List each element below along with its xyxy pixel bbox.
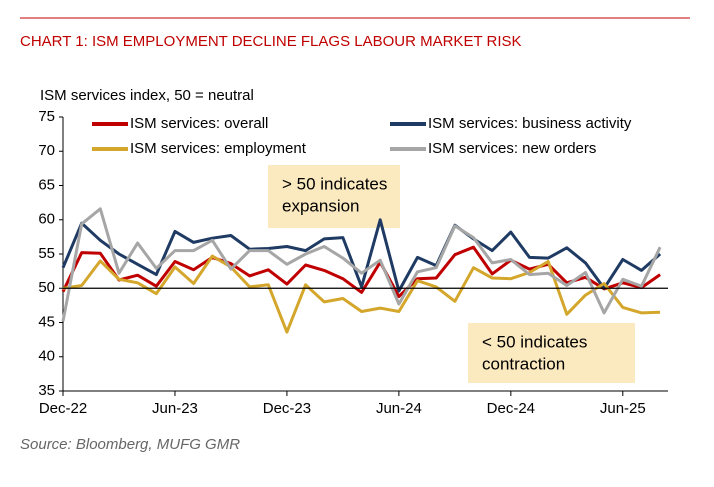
series-line <box>62 254 661 334</box>
source: Source: Bloomberg, MUFG GMR <box>20 436 240 453</box>
y-tick-label: 35 <box>38 382 55 399</box>
legend-label: ISM services: employment <box>130 140 307 157</box>
x-tick-label: Jun-23 <box>152 400 198 417</box>
x-tick-label: Dec-24 <box>487 400 535 417</box>
series-line <box>61 245 661 298</box>
x-tick-label: Dec-22 <box>39 400 87 417</box>
y-tick-label: 40 <box>38 348 55 365</box>
series-line <box>61 218 662 293</box>
series-line <box>61 207 662 322</box>
x-tick-label: Jun-24 <box>376 400 422 417</box>
legend-label: ISM services: business activity <box>428 115 632 132</box>
annotation-text: > 50 indicates <box>282 174 387 193</box>
x-tick-label: Jun-25 <box>600 400 646 417</box>
y-tick-label: 55 <box>38 245 55 262</box>
x-tick-label: Dec-23 <box>263 400 311 417</box>
y-tick-label: 70 <box>38 142 55 159</box>
legend-label: ISM services: overall <box>130 115 268 132</box>
y-tick-label: 45 <box>38 313 55 330</box>
y-axis-label: ISM services index, 50 = neutral <box>40 87 254 104</box>
chart-title: CHART 1: ISM EMPLOYMENT DECLINE FLAGS LA… <box>20 33 522 50</box>
y-tick-label: 50 <box>38 279 55 296</box>
annotation-text: expansion <box>282 196 360 215</box>
legend-label: ISM services: new orders <box>428 140 596 157</box>
annotation-text: contraction <box>482 354 565 373</box>
y-tick-label: 65 <box>38 176 55 193</box>
annotation-text: < 50 indicates <box>482 332 587 351</box>
annotation-box <box>268 165 400 228</box>
y-tick-label: 60 <box>38 211 55 228</box>
annotation-box <box>468 323 635 383</box>
y-tick-label: 75 <box>38 108 55 125</box>
